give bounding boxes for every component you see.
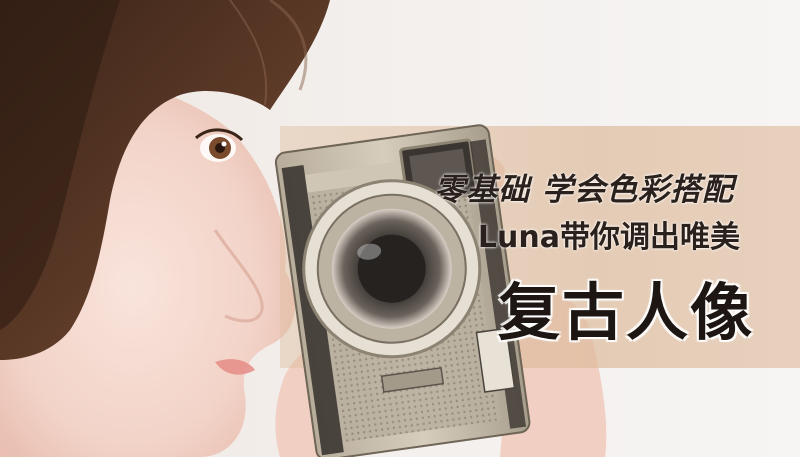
main-title: 复古人像 [497,276,754,349]
subtitle-line-2: Luna带你调出唯美 [477,220,740,255]
subtitle-line-1: 零基础 学会色彩搭配 [434,172,734,208]
retro-camera [274,124,531,457]
portrait-hair [0,0,330,360]
